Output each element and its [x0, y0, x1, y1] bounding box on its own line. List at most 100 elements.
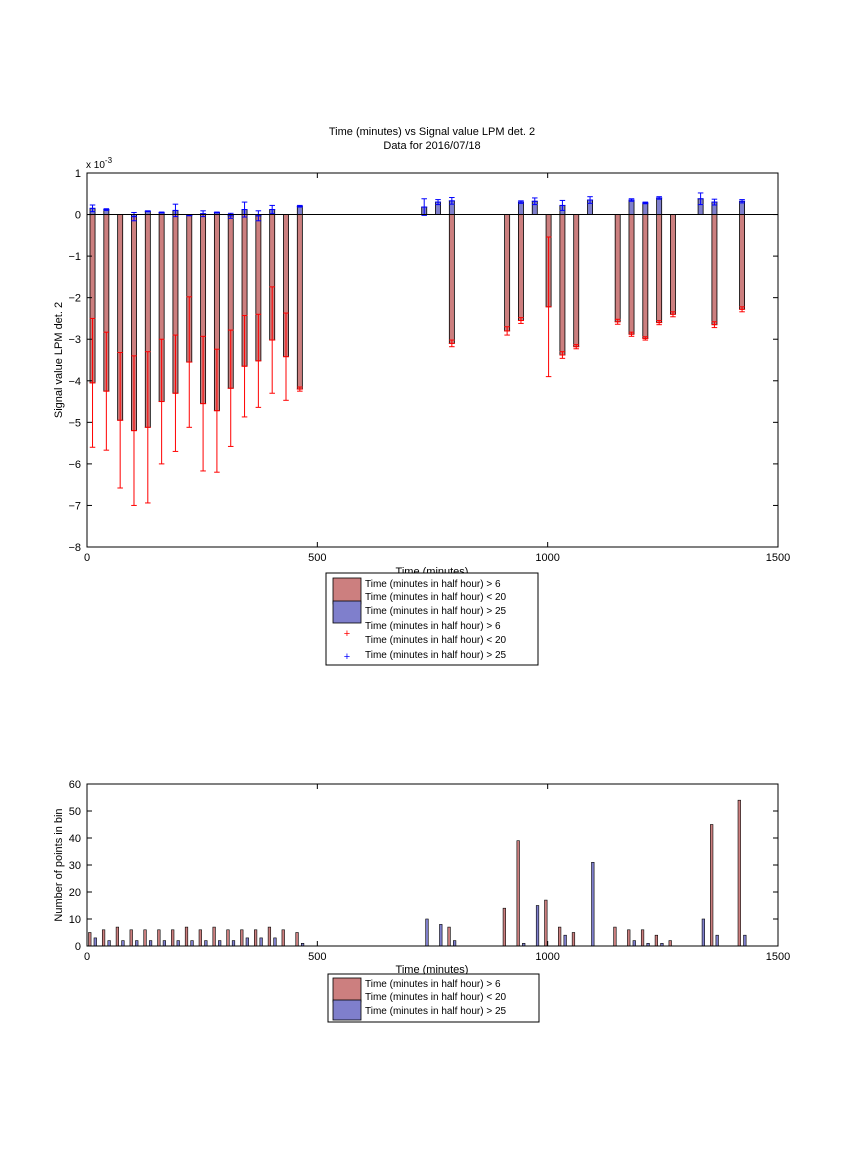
count-bar: [129, 929, 133, 947]
signal-chart: Time (minutes) vs Signal value LPM det. …: [53, 126, 790, 666]
y-tick-label: −1: [68, 251, 81, 263]
count-bar: [558, 926, 562, 947]
bar: [656, 197, 663, 215]
y-tick-label: −6: [68, 459, 81, 471]
bar: [656, 214, 663, 323]
count-chart-y-ticks: 0 10 20 30 40 50 60: [69, 779, 778, 953]
y-tick-label: 30: [69, 860, 81, 872]
legend-box: [327, 973, 540, 1023]
count-bar: [176, 940, 180, 947]
count-chart-plot: [88, 799, 747, 947]
count-bar: [571, 932, 576, 947]
count-bar: [516, 840, 520, 947]
count-bar: [453, 940, 457, 947]
x-tick-label: 1000: [535, 552, 559, 564]
count-bar: [148, 940, 153, 947]
legend-label-1: Time (minutes in half hour) > 6: [365, 979, 501, 990]
count-chart-legend: Time (minutes in half hour) > 6 Time (mi…: [327, 973, 540, 1023]
count-bar: [240, 929, 244, 947]
count-bar: [425, 918, 429, 947]
count-bar: [88, 932, 92, 947]
count-bar: [295, 932, 299, 947]
count-bar: [245, 937, 249, 947]
count-chart-xlabel: Time (minutes): [396, 964, 469, 976]
legend-swatch-blue: [332, 600, 362, 624]
count-bar: [143, 929, 147, 947]
count-bar: [439, 924, 443, 947]
signal-chart-plot: [87, 192, 778, 506]
count-bar: [226, 929, 230, 947]
count-bar: [743, 934, 747, 947]
y-tick-label: −3: [68, 334, 81, 346]
legend-label-1: Time (minutes in half hour) > 6: [365, 579, 501, 590]
count-bar: [563, 934, 567, 947]
legend-marker-red: +: [344, 628, 350, 640]
count-bar: [640, 929, 645, 947]
count-bar: [107, 940, 111, 947]
legend-swatch-red: [332, 977, 362, 1003]
bar: [448, 214, 455, 344]
count-chart: 0 500 1000 1500 0 10 20 30 40 50 60 Time (minutes…: [53, 779, 790, 1023]
bar: [642, 214, 649, 339]
x-tick-label: 0: [84, 951, 90, 963]
count-bar: [627, 929, 631, 947]
y-tick-label: −5: [68, 417, 81, 429]
bar: [670, 214, 676, 315]
count-bar: [184, 926, 189, 947]
y-tick-label: −4: [68, 376, 81, 388]
y-tick-label: 0: [75, 210, 81, 222]
bar: [711, 214, 718, 326]
x-tick-label: 1500: [766, 951, 790, 963]
count-bar: [654, 934, 658, 947]
signal-chart-frame: [86, 172, 779, 548]
legend-swatch-blue: [332, 999, 362, 1021]
count-bar: [254, 929, 258, 947]
legend-label-2: Time (minutes in half hour) < 20: [365, 992, 507, 1003]
count-bar: [93, 937, 97, 947]
y-tick-label: 40: [69, 833, 81, 845]
count-bar: [231, 940, 236, 947]
count-bar: [632, 940, 636, 947]
count-bar: [668, 940, 672, 947]
count-bar: [259, 937, 263, 947]
count-chart-frame: [86, 783, 779, 947]
count-bar: [115, 926, 120, 947]
y-tick-label: 50: [69, 806, 81, 818]
count-chart-x-ticks: 0 500 1000 1500: [84, 784, 790, 963]
x-tick-label: 0: [84, 552, 90, 564]
bar: [559, 214, 566, 356]
signal-chart-y-ticks: −8 −7 −6 −5 −4 −3 −2 −1 0 1: [68, 168, 778, 554]
legend-label-3: Time (minutes in half hour) > 25: [365, 1006, 507, 1017]
count-bar: [157, 929, 161, 947]
count-bar: [544, 899, 548, 947]
bar: [296, 214, 303, 390]
count-bar: [212, 926, 216, 947]
count-bar: [710, 824, 714, 947]
count-bar: [135, 940, 139, 947]
count-bar: [591, 861, 595, 947]
count-bar: [447, 926, 451, 947]
signal-chart-subtitle: Data for 2016/07/18: [383, 140, 480, 152]
legend-label-2: Time (minutes in half hour) < 20: [365, 592, 507, 603]
legend-label-6: Time (minutes in half hour) > 25: [365, 650, 507, 661]
y-tick-label: 20: [69, 887, 81, 899]
bar: [518, 201, 524, 215]
count-bar: [273, 937, 277, 947]
legend-label-4: Time (minutes in half hour) > 6: [365, 621, 501, 632]
signal-chart-legend: Time (minutes in half hour) > 6 Time (mi…: [325, 572, 539, 666]
count-bar: [737, 799, 741, 947]
signal-chart-ylabel: Signal value LPM det. 2: [53, 302, 65, 418]
count-bar: [198, 929, 202, 947]
y-tick-label: −8: [68, 542, 81, 554]
signal-chart-x-ticks: 0 500 1000 1500: [84, 173, 790, 564]
legend-label-5: Time (minutes in half hour) < 20: [365, 635, 507, 646]
bar: [739, 214, 746, 310]
signal-chart-y-exponent: x 10-3: [86, 156, 113, 171]
count-bar: [101, 929, 106, 947]
count-bar: [267, 926, 272, 947]
count-bar: [162, 940, 166, 947]
y-tick-label: 1: [75, 168, 81, 180]
bar: [628, 199, 635, 215]
x-tick-label: 500: [308, 951, 326, 963]
